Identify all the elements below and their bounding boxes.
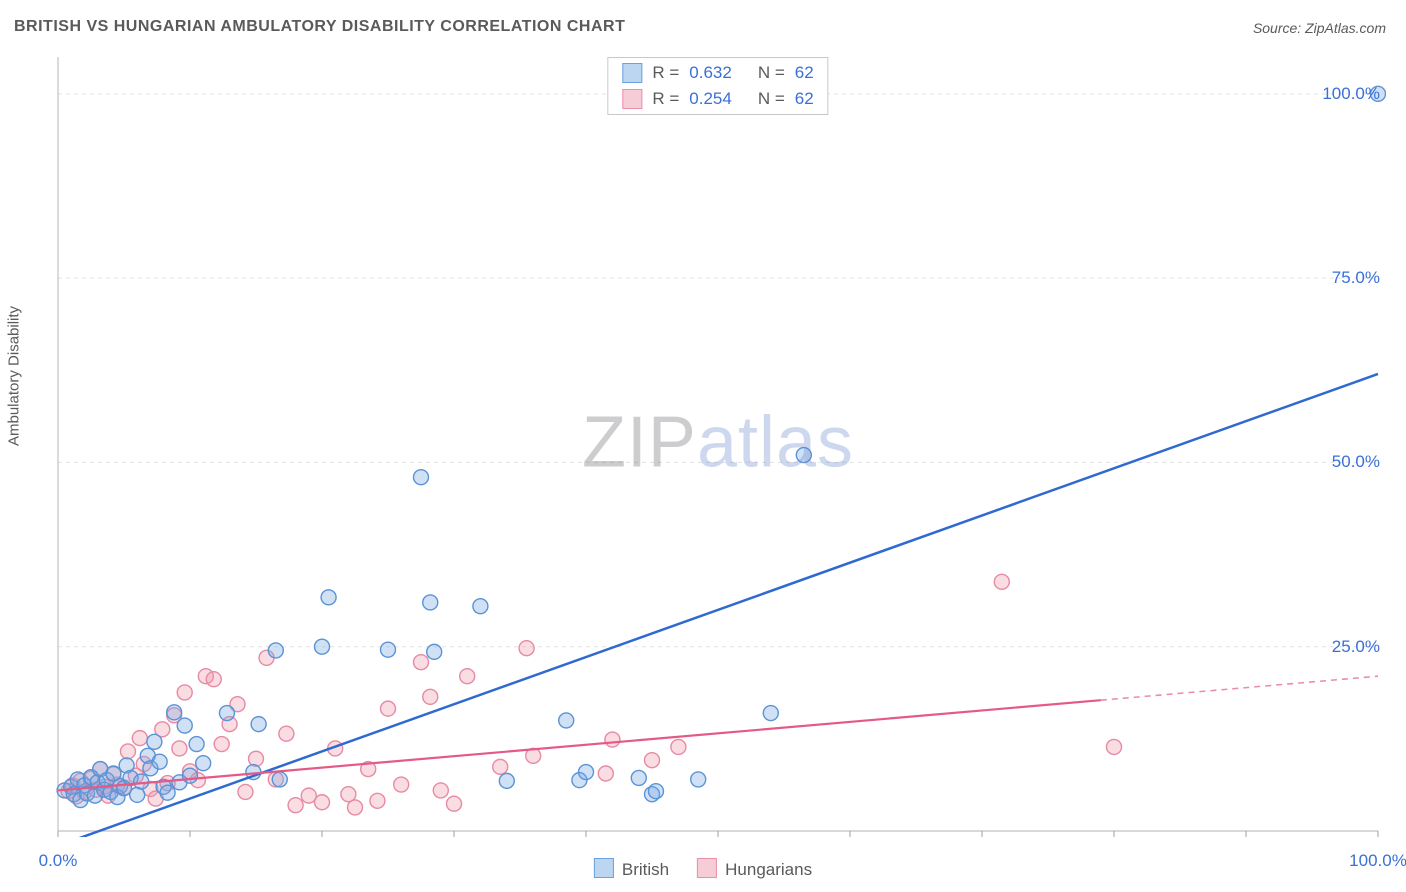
scatter-svg <box>50 55 1386 837</box>
correlation-legend: R = 0.632 N = 62 R = 0.254 N = 62 <box>607 57 828 115</box>
series-legend: British Hungarians <box>594 858 812 880</box>
r-label: R = <box>652 89 679 109</box>
y-tick-label: 25.0% <box>1332 637 1380 657</box>
legend-item-label: British <box>622 860 669 879</box>
legend-swatch-icon <box>622 89 642 109</box>
legend-swatch-icon <box>622 63 642 83</box>
legend-swatch-icon <box>594 858 614 878</box>
n-label: N = <box>758 63 785 83</box>
n-value: 62 <box>795 63 814 83</box>
y-tick-label: 75.0% <box>1332 268 1380 288</box>
chart-title: BRITISH VS HUNGARIAN AMBULATORY DISABILI… <box>14 18 625 36</box>
x-tick-label: 0.0% <box>39 851 78 871</box>
r-value: 0.254 <box>689 89 732 109</box>
y-tick-label: 100.0% <box>1322 84 1380 104</box>
legend-item: British <box>594 858 669 880</box>
n-label: N = <box>758 89 785 109</box>
y-axis-label: Ambulatory Disability <box>6 306 23 446</box>
chart-area: ZIPatlas R = 0.632 N = 62 R = 0.254 N = … <box>50 55 1386 837</box>
correlation-legend-row: R = 0.632 N = 62 <box>608 60 827 86</box>
chart-source: Source: ZipAtlas.com <box>1253 20 1386 36</box>
r-value: 0.632 <box>689 63 732 83</box>
legend-item-label: Hungarians <box>725 860 812 879</box>
r-label: R = <box>652 63 679 83</box>
legend-item: Hungarians <box>697 858 812 880</box>
x-tick-label: 100.0% <box>1349 851 1406 871</box>
legend-swatch-icon <box>697 858 717 878</box>
y-tick-label: 50.0% <box>1332 452 1380 472</box>
n-value: 62 <box>795 89 814 109</box>
correlation-legend-row: R = 0.254 N = 62 <box>608 86 827 112</box>
